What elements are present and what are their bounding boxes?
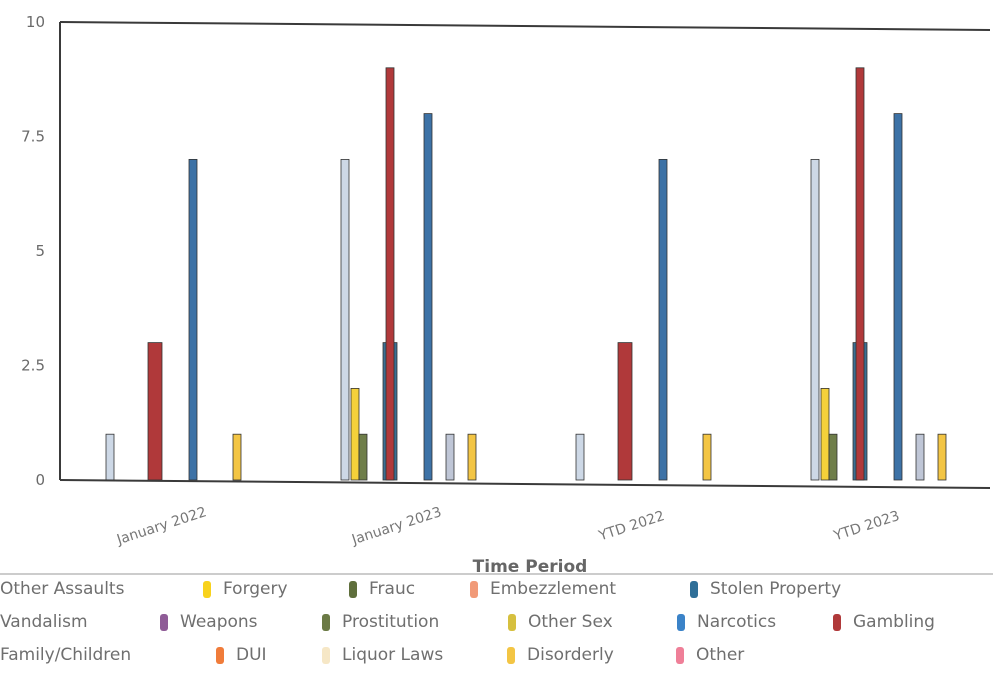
legend-item: Stolen Property (690, 579, 841, 599)
legend-item: Other Assaults (0, 579, 124, 599)
bar-chart: 0 2.5 5 7.5 10 January 2022 January 2023 YTD 2… (0, 13, 993, 575)
bar (105, 433, 115, 481)
bar (658, 158, 668, 481)
legend-swatch (203, 580, 211, 598)
x-tick-label: January 2022 (114, 504, 208, 548)
legend-label: Prostitution (342, 612, 440, 632)
x-tick-label: YTD 2023 (831, 508, 902, 545)
legend-swatch (470, 580, 478, 598)
legend-label: Stolen Property (710, 579, 842, 599)
bar (937, 433, 947, 481)
chart-legend: Other Assaults Forgery Frauc Embezzlement St… (0, 575, 993, 685)
legend-swatch (349, 580, 357, 598)
bar (232, 433, 242, 481)
legend-swatch (833, 613, 841, 631)
legend-item: Gambling (833, 612, 935, 632)
legend-label: Other Assaults (0, 579, 125, 599)
bar (445, 433, 455, 481)
legend-label: Disorderly (527, 645, 614, 665)
x-tick-label: January 2023 (349, 504, 443, 548)
bar (358, 433, 368, 481)
legend-label: Family/Children (0, 645, 132, 665)
bar (147, 342, 163, 481)
legend-item: Weapons (160, 612, 258, 632)
y-tick-label: 2.5 (21, 357, 45, 375)
y-tick-label: 7.5 (21, 128, 45, 146)
bar (575, 433, 585, 481)
bar (810, 158, 820, 481)
bar (855, 67, 865, 481)
legend-label: Embezzlement (490, 579, 617, 599)
legend-label: Liquor Laws (342, 645, 444, 665)
bar (340, 158, 350, 481)
legend-item: Liquor Laws (322, 645, 443, 665)
y-tick-label: 5 (35, 242, 45, 260)
legend-label: Forgery (223, 579, 288, 599)
x-axis-title: Time Period (473, 557, 588, 575)
legend-item: Frauc (349, 579, 415, 599)
legend-item: Disorderly (507, 645, 614, 665)
legend-item: Prostitution (322, 612, 439, 632)
legend-swatch (507, 646, 515, 664)
x-tick-labels: January 2022 January 2023 YTD 2022 YTD 2023 (114, 504, 902, 548)
legend-label: Weapons (180, 612, 258, 632)
y-tick-labels: 0 2.5 5 7.5 10 (21, 13, 45, 489)
bar (385, 67, 395, 481)
bar (467, 433, 477, 481)
legend-swatch (322, 646, 330, 664)
legend-swatch (160, 613, 168, 631)
bar (893, 113, 903, 481)
legend-swatch (216, 646, 224, 664)
legend-swatch (676, 646, 684, 664)
bar (915, 433, 925, 481)
bar (350, 387, 360, 481)
legend-item: Narcotics (677, 612, 776, 632)
legend-label: Vandalism (0, 612, 88, 632)
legend-item: Vandalism (0, 612, 88, 632)
top-frame-line (59, 21, 991, 31)
bar (702, 433, 712, 481)
x-tick-label: YTD 2022 (596, 508, 667, 545)
y-tick-label: 10 (26, 13, 45, 31)
bar (617, 342, 633, 481)
legend-swatch (322, 613, 330, 631)
bars-group (105, 67, 947, 481)
legend-swatch (508, 613, 516, 631)
legend-item: DUI (216, 645, 267, 665)
legend-label: Gambling (853, 612, 935, 632)
bar (828, 433, 838, 481)
legend-label: Narcotics (697, 612, 777, 632)
legend-item: Embezzlement (470, 579, 616, 599)
legend-label: Other Sex (528, 612, 613, 632)
legend-label: DUI (236, 645, 267, 665)
legend-item: Other Sex (508, 612, 613, 632)
y-tick-label: 0 (35, 471, 45, 489)
legend-label: Other (696, 645, 745, 665)
legend-item: Forgery (203, 579, 288, 599)
legend-swatch (690, 580, 698, 598)
bar (820, 387, 830, 481)
legend-item: Other (676, 645, 744, 665)
legend-swatch (677, 613, 685, 631)
bar (423, 113, 433, 481)
x-axis-line (59, 479, 991, 489)
bar (188, 158, 198, 481)
legend-label: Frauc (369, 579, 416, 599)
legend-item: Family/Children (0, 645, 131, 665)
